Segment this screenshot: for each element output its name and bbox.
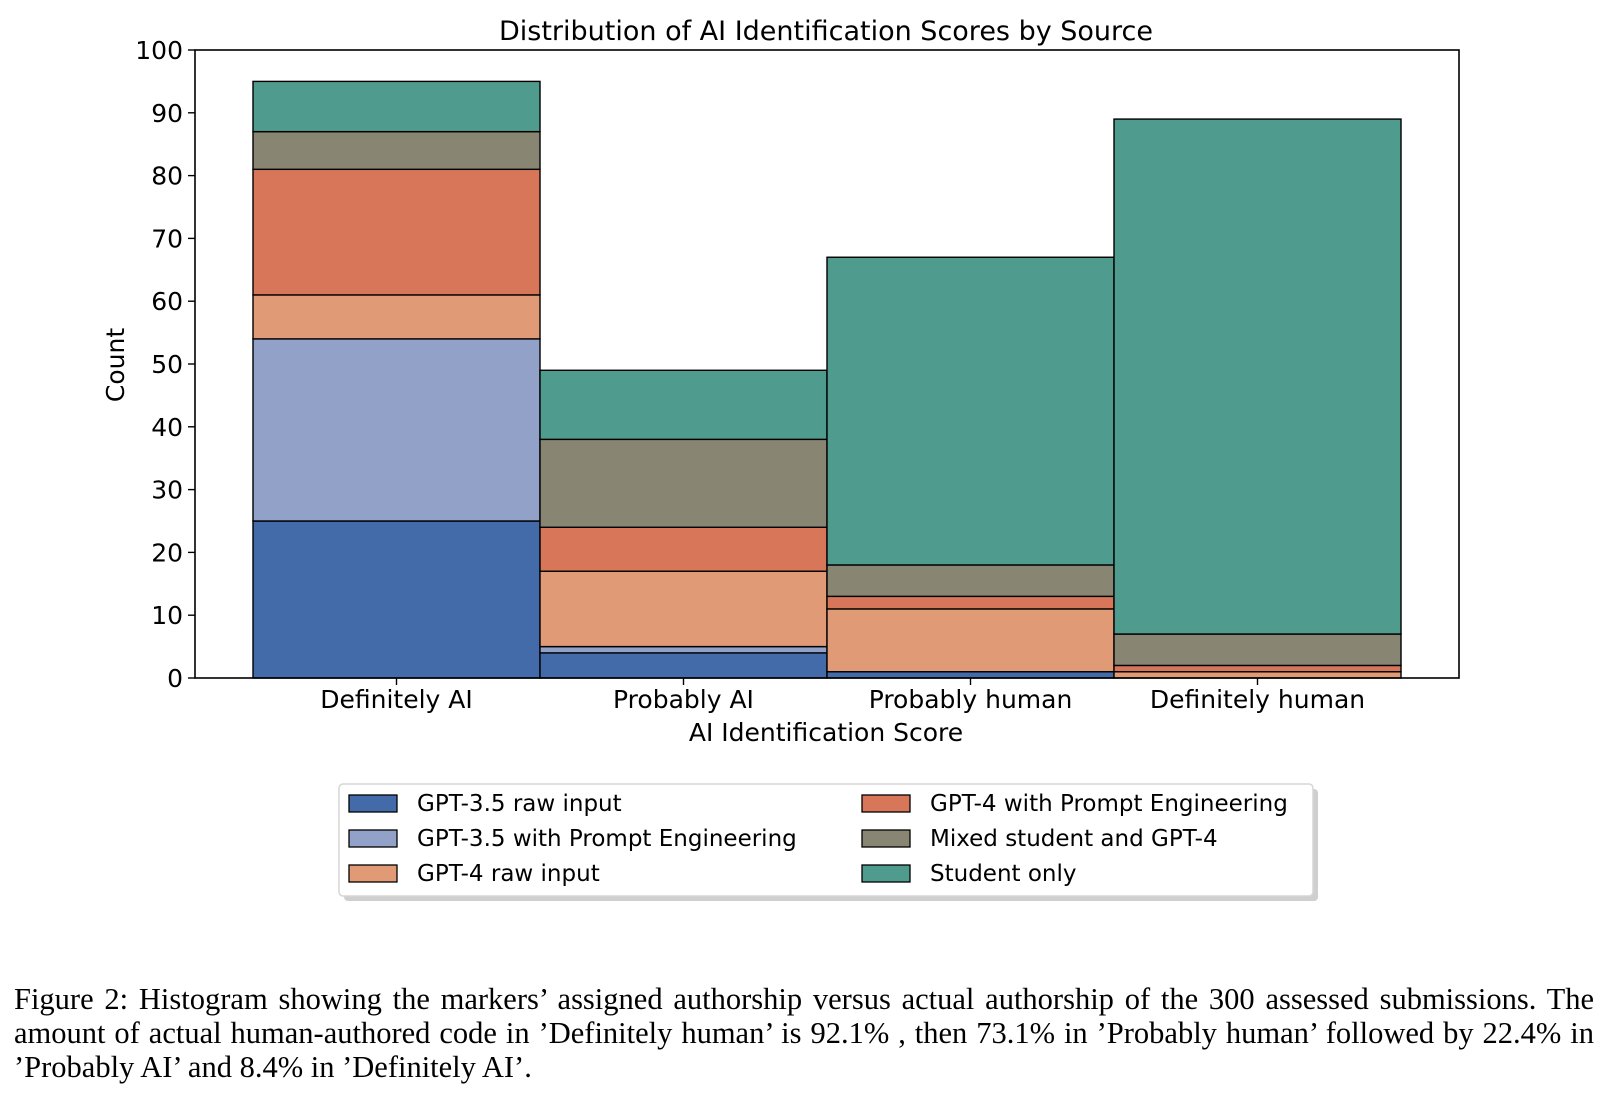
x-tick-label-probably-ai: Probably AI <box>613 685 754 714</box>
y-tick-label: 50 <box>151 350 183 379</box>
bar-probably-ai-gpt-3-5-raw-input <box>539 652 828 679</box>
legend: GPT-3.5 raw input GPT-3.5 with Prompt Eng… <box>338 783 1318 901</box>
bar-definitely-human-gpt-4-raw-input <box>1113 671 1402 679</box>
legend-swatch-gpt-4-with-prompt-engineering <box>861 794 911 813</box>
y-tick-label: 0 <box>167 664 183 693</box>
y-tick-label: 100 <box>135 36 183 65</box>
legend-swatch-student-only <box>861 864 911 883</box>
y-tick-label: 10 <box>151 601 183 630</box>
y-tick-label: 20 <box>151 538 183 567</box>
legend-label-mixed-student-and-gpt-4: Mixed student and GPT-4 <box>930 826 1218 852</box>
bar-definitely-ai-mixed-student-and-gpt-4 <box>252 130 541 171</box>
bar-probably-human-mixed-student-and-gpt-4 <box>826 564 1115 598</box>
legend-label-gpt-4-with-prompt-engineering: GPT-4 with Prompt Engineering <box>930 791 1288 817</box>
bar-probably-human-gpt-3-5-raw-input <box>826 671 1115 679</box>
legend-swatch-mixed-student-and-gpt-4 <box>861 829 911 848</box>
bar-definitely-human-student-only <box>1113 118 1402 635</box>
bar-definitely-human-gpt-4-with-prompt-engineering <box>1113 664 1402 673</box>
bar-probably-ai-gpt-4-with-prompt-engineering <box>539 526 828 572</box>
legend-swatch-gpt-3-5-with-prompt-engineering <box>348 829 398 848</box>
legend-items: GPT-3.5 raw input GPT-3.5 with Prompt Eng… <box>348 791 1288 887</box>
y-axis: 0 10 20 30 40 50 60 70 80 90 100 <box>135 36 195 693</box>
bar-probably-ai-mixed-student-and-gpt-4 <box>539 438 828 528</box>
x-axis: Definitely AI Probably AI Probably human De… <box>320 678 1365 714</box>
y-tick-label: 40 <box>151 413 183 442</box>
bar-definitely-ai-gpt-3-5-raw-input <box>252 520 541 679</box>
legend-swatch-gpt-3-5-raw-input <box>348 794 398 813</box>
y-tick-label: 90 <box>151 99 183 128</box>
bars-group <box>252 80 1402 679</box>
legend-label-gpt-3-5-with-prompt-engineering: GPT-3.5 with Prompt Engineering <box>417 826 797 852</box>
y-tick-label: 70 <box>151 224 183 253</box>
x-tick-label-definitely-ai: Definitely AI <box>320 685 473 714</box>
bar-probably-ai-gpt-3-5-with-prompt-engineering <box>539 645 828 654</box>
y-axis-title: Count <box>101 328 130 402</box>
figure-caption: Figure 2: Histogram showing the markers’… <box>14 982 1594 1084</box>
bar-definitely-ai-gpt-4-with-prompt-engineering <box>252 168 541 296</box>
legend-swatch-gpt-4-raw-input <box>348 864 398 883</box>
y-tick-label: 30 <box>151 476 183 505</box>
bar-definitely-ai-gpt-3-5-with-prompt-engineering <box>252 338 541 522</box>
bar-probably-ai-student-only <box>539 369 828 441</box>
legend-label-gpt-4-raw-input: GPT-4 raw input <box>417 861 600 887</box>
legend-box <box>338 783 1314 897</box>
bar-definitely-ai-gpt-4-raw-input <box>252 294 541 340</box>
bar-probably-human-student-only <box>826 256 1115 566</box>
legend-label-student-only: Student only <box>930 861 1077 887</box>
bar-probably-human-gpt-4-raw-input <box>826 608 1115 673</box>
y-tick-label: 60 <box>151 287 183 316</box>
x-tick-label-probably-human: Probably human <box>869 685 1073 714</box>
bar-definitely-ai-student-only <box>252 80 541 133</box>
legend-label-gpt-3-5-raw-input: GPT-3.5 raw input <box>417 791 622 817</box>
x-axis-title: AI Identification Score <box>689 718 963 747</box>
x-tick-label-definitely-human: Definitely human <box>1150 685 1365 714</box>
bar-probably-human-gpt-4-with-prompt-engineering <box>826 595 1115 610</box>
y-tick-label: 80 <box>151 162 183 191</box>
bar-probably-ai-gpt-4-raw-input <box>539 570 828 648</box>
bar-definitely-human-mixed-student-and-gpt-4 <box>1113 633 1402 667</box>
chart-title: Distribution of AI Identification Scores… <box>499 16 1153 47</box>
